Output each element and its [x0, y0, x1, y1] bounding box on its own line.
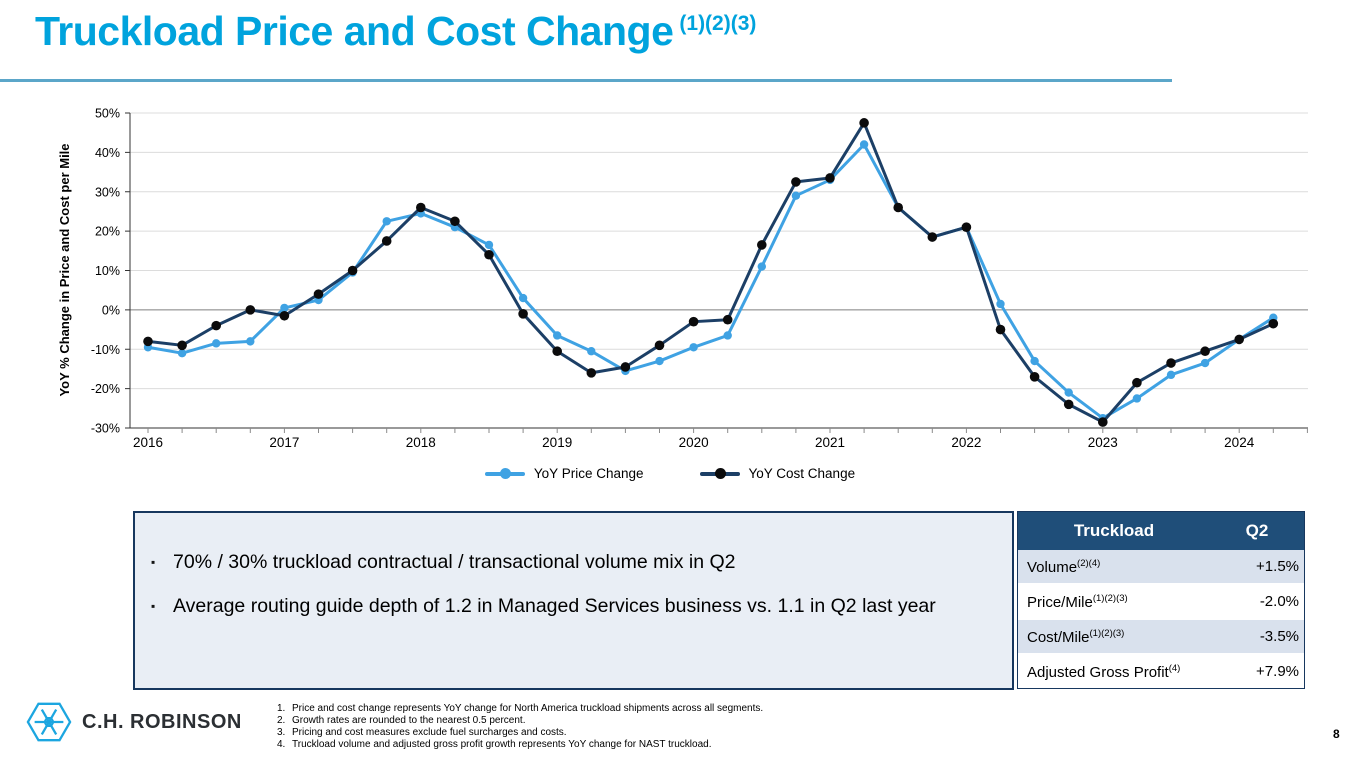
svg-text:2018: 2018 — [406, 435, 436, 450]
svg-text:2020: 2020 — [679, 435, 709, 450]
footnote-text: Price and cost change represents YoY cha… — [292, 703, 764, 714]
legend-item-cost: YoY Cost Change — [699, 466, 856, 481]
svg-text:-20%: -20% — [91, 382, 120, 396]
svg-text:2016: 2016 — [133, 435, 163, 450]
table-row-price-mile: Price/Mile(1)(2)(3) -2.0% — [1018, 585, 1304, 620]
bullet-text: Average routing guide depth of 1.2 in Ma… — [173, 595, 936, 617]
square-bullet-icon: ▪ — [151, 555, 156, 569]
row-label: Volume(2)(4) — [1018, 550, 1210, 585]
highlights-panel: ▪ 70% / 30% truckload contractual / tran… — [133, 511, 1014, 690]
price-line-swatch-icon — [484, 468, 525, 479]
page-title: Truckload Price and Cost Change (1)(2)(3) — [35, 8, 756, 55]
row-label-text: Volume — [1027, 558, 1078, 576]
svg-text:0%: 0% — [102, 303, 120, 317]
row-footnote-refs: (4) — [1168, 662, 1181, 674]
footnote-text: Pricing and cost measures exclude fuel s… — [292, 727, 567, 738]
footnote-number: 3. — [277, 727, 286, 738]
price-marker-icon — [499, 468, 511, 479]
title-footnote-refs: (1)(2)(3) — [679, 12, 757, 36]
svg-text:2019: 2019 — [542, 435, 572, 450]
table-header-row: Truckload Q2 — [1018, 512, 1304, 550]
truckload-q2-table: Truckload Q2 Volume(2)(4) +1.5% Price/Mi… — [1017, 511, 1305, 689]
svg-text:2021: 2021 — [815, 435, 845, 450]
footnote-number: 4. — [277, 739, 286, 750]
svg-text:-10%: -10% — [91, 343, 120, 357]
row-label-text: Price/Mile — [1027, 593, 1093, 611]
svg-text:2024: 2024 — [1224, 435, 1255, 450]
table-row-adjusted-gross-profit: Adjusted Gross Profit(4) +7.9% — [1018, 655, 1304, 688]
page-number: 8 — [1333, 727, 1340, 741]
row-label-text: Cost/Mile — [1027, 628, 1090, 646]
table-header-truckload: Truckload — [1018, 512, 1210, 550]
row-label: Adjusted Gross Profit(4) — [1018, 655, 1210, 688]
legend-label-cost: YoY Cost Change — [748, 466, 856, 481]
footnotes: 1. Price and cost change represents YoY c… — [277, 703, 763, 751]
svg-text:30%: 30% — [95, 185, 120, 199]
svg-text:10%: 10% — [95, 264, 120, 278]
svg-text:2023: 2023 — [1088, 435, 1118, 450]
square-bullet-icon: ▪ — [151, 599, 156, 613]
legend-item-price: YoY Price Change — [484, 466, 644, 481]
row-label-text: Adjusted Gross Profit — [1027, 663, 1169, 681]
truckload-price-cost-line-chart: -30% -20% -10% 0% 10% 20% 30% 40% 50% 2016 2017 201… — [91, 107, 1308, 450]
svg-text:2017: 2017 — [269, 435, 299, 450]
table-row-cost-mile: Cost/Mile(1)(2)(3) -3.5% — [1018, 620, 1304, 655]
row-footnote-refs: (1)(2)(3) — [1092, 592, 1128, 604]
cost-marker-icon — [714, 468, 726, 479]
footnote-text: Truckload volume and adjusted gross prof… — [292, 739, 712, 750]
footnote-2: 2. Growth rates are rounded to the neares… — [277, 715, 763, 727]
footnote-4: 4. Truckload volume and adjusted gross pr… — [277, 739, 763, 751]
legend-label-price: YoY Price Change — [533, 466, 644, 481]
company-logo: C.H. ROBINSON — [26, 699, 242, 745]
row-footnote-refs: (2)(4) — [1077, 557, 1101, 569]
chart-legend: YoY Price Change YoY Cost Change — [30, 466, 1310, 481]
table-row-volume: Volume(2)(4) +1.5% — [1018, 550, 1304, 585]
footnote-1: 1. Price and cost change represents YoY c… — [277, 703, 763, 715]
bullet-item-routing-guide: ▪ Average routing guide depth of 1.2 in … — [151, 591, 1008, 621]
svg-text:20%: 20% — [95, 225, 120, 239]
svg-text:-30%: -30% — [91, 422, 120, 436]
svg-text:2022: 2022 — [951, 435, 981, 450]
row-value: -3.5% — [1210, 620, 1304, 655]
row-value: +1.5% — [1210, 550, 1304, 585]
bullet-item-volume-mix: ▪ 70% / 30% truckload contractual / tran… — [151, 547, 1008, 577]
chrobinson-hexagon-icon — [26, 702, 72, 742]
cost-line-swatch-icon — [699, 468, 740, 479]
footnote-number: 1. — [277, 703, 286, 714]
row-footnote-refs: (1)(2)(3) — [1089, 627, 1125, 639]
svg-text:40%: 40% — [95, 146, 120, 160]
table-header-q2: Q2 — [1210, 512, 1304, 550]
footnote-3: 3. Pricing and cost measures exclude fuel… — [277, 727, 763, 739]
page-title-text: Truckload Price and Cost Change — [35, 8, 674, 54]
footnote-text: Growth rates are rounded to the nearest … — [292, 715, 526, 726]
footnote-number: 2. — [277, 715, 286, 726]
row-value: -2.0% — [1210, 585, 1304, 620]
row-label: Price/Mile(1)(2)(3) — [1018, 585, 1210, 620]
company-logo-text: C.H. ROBINSON — [82, 710, 242, 733]
svg-text:50%: 50% — [95, 107, 120, 121]
bullet-text: 70% / 30% truckload contractual / transa… — [173, 551, 736, 573]
row-value: +7.9% — [1210, 655, 1304, 688]
title-divider — [0, 79, 1172, 82]
row-label: Cost/Mile(1)(2)(3) — [1018, 620, 1210, 655]
